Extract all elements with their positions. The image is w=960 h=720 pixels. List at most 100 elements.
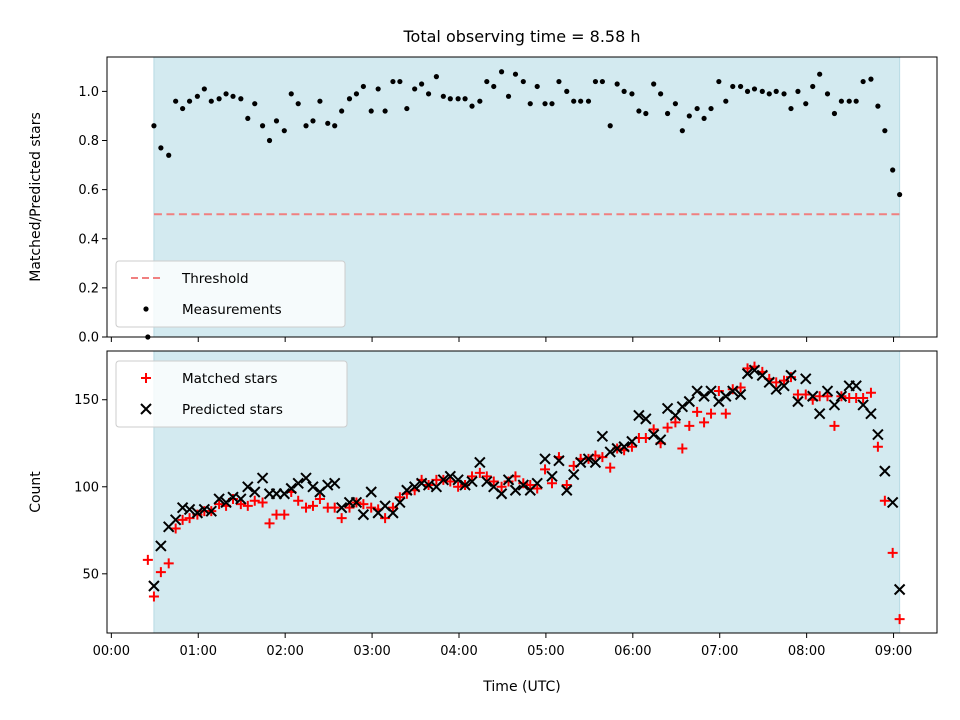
data-point <box>875 103 881 109</box>
data-point <box>208 98 214 104</box>
legend-label: Predicted stars <box>182 402 283 418</box>
data-point <box>679 128 685 134</box>
x-tick-label: 08:00 <box>788 644 825 659</box>
data-point <box>564 88 570 94</box>
data-point <box>676 400 689 413</box>
data-point <box>462 96 468 102</box>
data-point <box>235 499 246 510</box>
data-point <box>720 390 732 402</box>
data-point <box>664 110 671 117</box>
data-point <box>491 83 497 90</box>
data-point <box>629 91 635 97</box>
data-point <box>245 115 251 122</box>
data-point <box>860 78 866 85</box>
data-point <box>166 152 172 158</box>
data-point <box>194 93 200 99</box>
x-tick-label: 06:00 <box>614 644 651 659</box>
data-point <box>807 390 819 402</box>
series-measurements <box>145 69 903 340</box>
data-point <box>266 137 273 144</box>
data-point <box>387 502 398 513</box>
data-point <box>684 420 695 431</box>
data-point <box>447 96 453 102</box>
data-point <box>495 488 508 500</box>
data-point <box>785 369 797 382</box>
data-point <box>346 96 353 102</box>
data-point <box>829 420 840 431</box>
data-point <box>800 373 812 385</box>
legend-marker <box>140 403 152 415</box>
data-point <box>879 465 891 477</box>
data-point <box>607 123 613 129</box>
data-point <box>574 456 587 469</box>
data-point <box>180 105 186 112</box>
data-point <box>838 98 844 104</box>
data-point <box>534 83 540 90</box>
data-point <box>792 395 804 408</box>
data-point <box>382 108 388 114</box>
data-point <box>539 453 551 465</box>
data-point <box>394 496 406 509</box>
data-point <box>585 98 592 104</box>
data-point <box>440 93 446 99</box>
data-point <box>142 554 153 565</box>
data-point <box>281 128 287 134</box>
data-point <box>542 101 548 107</box>
data-point <box>307 500 318 511</box>
data-point <box>366 502 377 513</box>
data-point <box>307 481 319 493</box>
data-point <box>445 476 456 487</box>
data-point <box>295 101 301 107</box>
data-point <box>336 513 347 524</box>
data-point <box>835 390 848 402</box>
data-point <box>242 481 254 493</box>
data-point <box>293 495 304 506</box>
data-point <box>452 474 464 486</box>
data-point <box>173 98 179 104</box>
data-point <box>651 81 657 87</box>
data-point <box>455 96 461 102</box>
data-point <box>394 492 405 503</box>
data-point <box>751 86 758 92</box>
data-point <box>828 399 841 411</box>
data-point <box>437 474 450 486</box>
data-point <box>540 464 551 475</box>
data-point <box>730 83 736 90</box>
data-point <box>831 110 838 117</box>
data-point <box>686 113 692 119</box>
data-point <box>300 472 312 484</box>
y-tick-label: 100 <box>74 480 99 495</box>
axes-frame <box>106 350 938 634</box>
data-point <box>235 493 247 505</box>
data-point <box>201 86 207 92</box>
data-point <box>285 482 297 495</box>
data-point <box>186 98 193 104</box>
data-point <box>662 422 673 433</box>
data-point <box>781 91 787 97</box>
y-axis-label: Count <box>28 471 44 513</box>
data-point <box>723 98 729 104</box>
data-point <box>705 385 717 397</box>
legend: Matched stars Predicted stars <box>115 360 348 428</box>
data-point <box>865 407 877 420</box>
data-point <box>744 88 751 94</box>
data-point <box>176 501 189 514</box>
data-point <box>292 477 304 490</box>
data-point <box>654 434 667 446</box>
data-point <box>257 497 268 508</box>
data-point <box>691 385 703 397</box>
data-point <box>335 501 348 514</box>
data-point <box>626 435 638 448</box>
data-point <box>561 480 572 491</box>
data-point <box>897 191 903 198</box>
data-point <box>658 91 664 97</box>
data-point <box>360 83 366 90</box>
data-point <box>368 108 374 114</box>
data-point <box>484 78 490 85</box>
legend-label: Measurements <box>182 302 282 318</box>
data-point <box>882 128 888 134</box>
data-point <box>481 475 493 488</box>
data-point <box>155 540 167 552</box>
data-point <box>817 71 823 77</box>
x-tick-label: 03:00 <box>353 644 390 659</box>
